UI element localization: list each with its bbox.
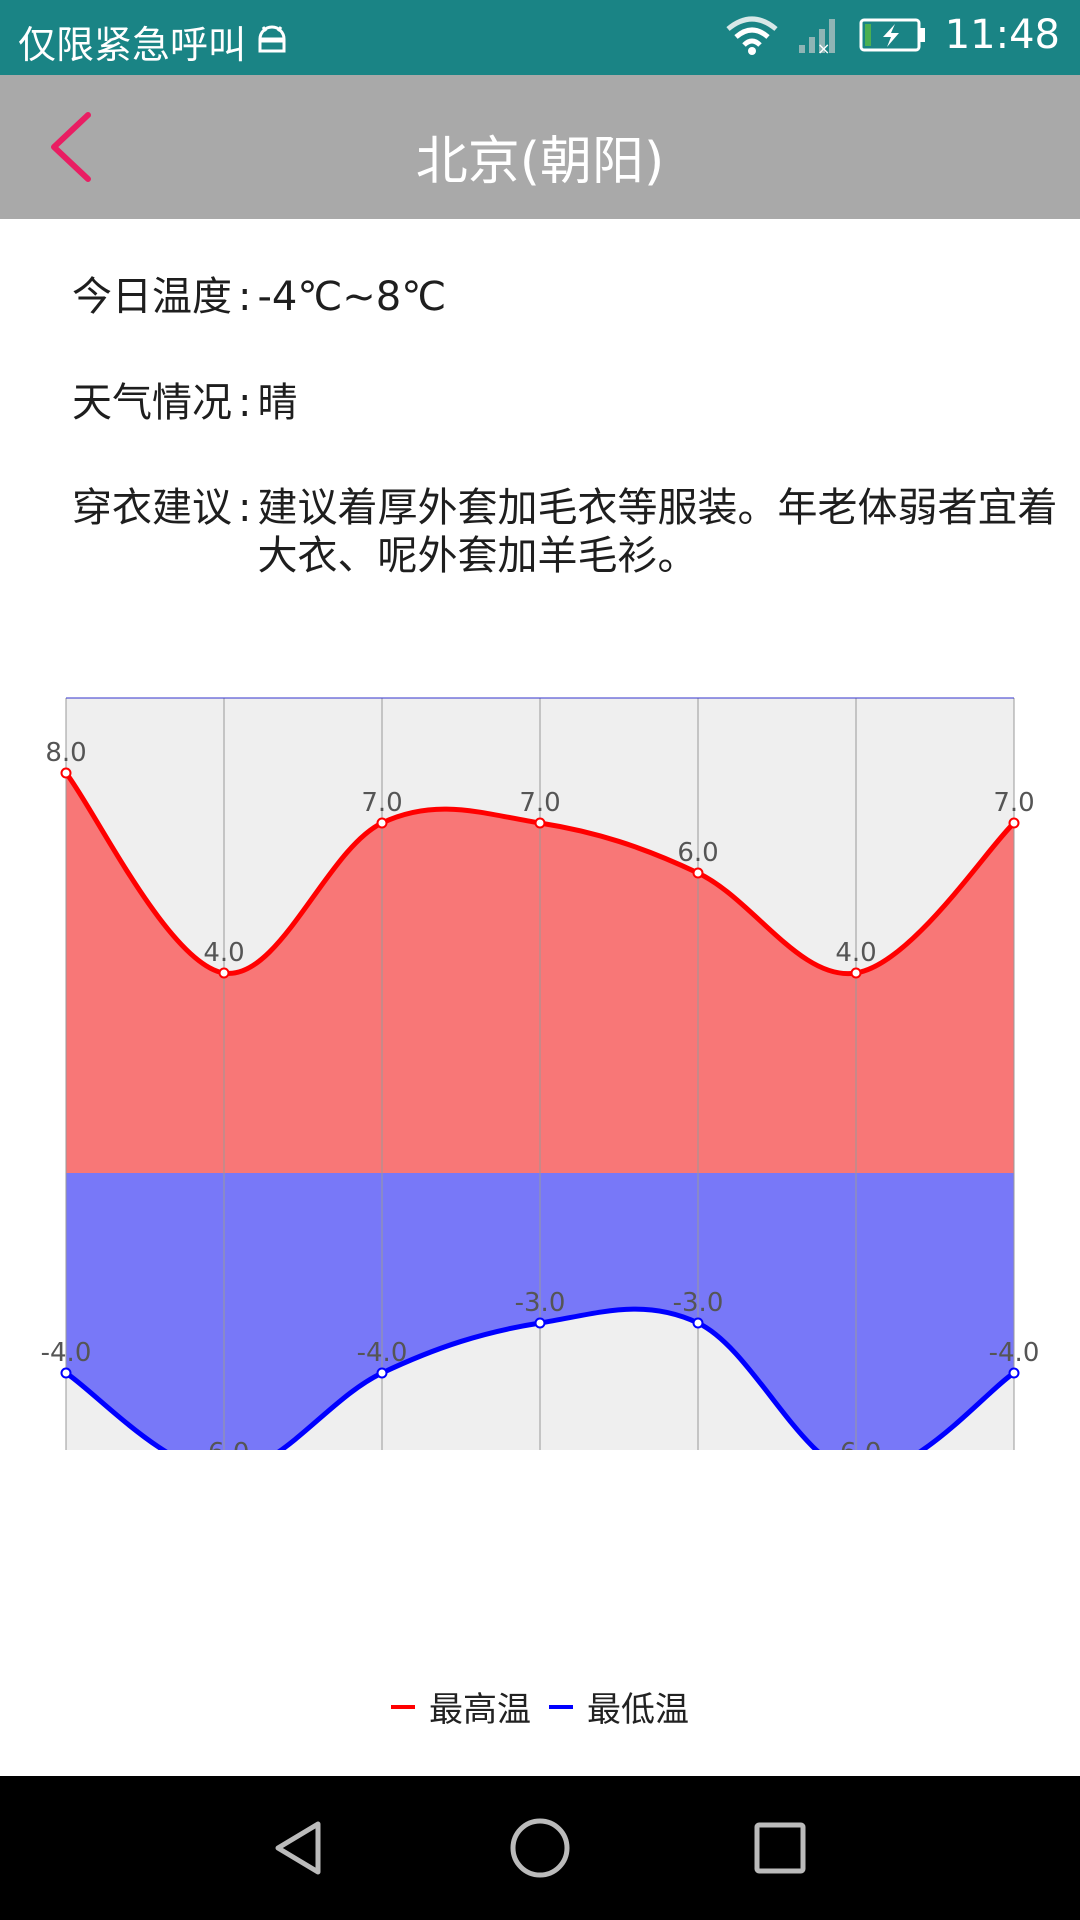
legend-swatch-high bbox=[391, 1704, 415, 1709]
high-temp-point-3 bbox=[534, 817, 546, 829]
weather-label: 天气情况 bbox=[72, 380, 232, 426]
dress-advice-label: 穿衣建议 bbox=[72, 485, 232, 531]
high-temp-point-0 bbox=[60, 767, 72, 779]
low-temp-point-6 bbox=[1008, 1367, 1020, 1379]
nav-home-button[interactable] bbox=[508, 1816, 572, 1880]
high-temp-value-label-4: 6.0 bbox=[677, 838, 718, 868]
low-temp-value-label-5: -6.0 bbox=[831, 1438, 882, 1450]
home-circle-icon bbox=[510, 1818, 570, 1878]
android-icon bbox=[254, 20, 290, 64]
clock-text: 11:48 bbox=[944, 12, 1060, 58]
back-triangle-icon bbox=[275, 1821, 321, 1875]
today-temperature-row: 今日温度 : -4℃~8℃ bbox=[72, 273, 1062, 321]
low-temp-value-label-3: -3.0 bbox=[515, 1288, 566, 1318]
carrier-text: 仅限紧急呼叫 bbox=[18, 23, 247, 67]
legend-item-low: 最低温 bbox=[549, 1682, 689, 1731]
low-temp-value-label-6: -4.0 bbox=[989, 1338, 1040, 1368]
signal-icon: × bbox=[797, 15, 841, 55]
high-temp-point-5 bbox=[850, 967, 862, 979]
svg-text:×: × bbox=[817, 39, 830, 55]
back-button[interactable] bbox=[40, 109, 110, 185]
low-temp-point-4 bbox=[692, 1317, 704, 1329]
app-header: 北京(朝阳) bbox=[0, 75, 1080, 219]
temperature-label: 今日温度 bbox=[72, 274, 232, 320]
low-temp-value-label-4: -3.0 bbox=[673, 1288, 724, 1318]
battery-charging-icon bbox=[859, 17, 927, 53]
low-temp-value-label-2: -4.0 bbox=[357, 1338, 408, 1368]
system-nav-bar bbox=[0, 1776, 1080, 1920]
legend-label-low: 最低温 bbox=[587, 1690, 689, 1730]
status-left: 仅限紧急呼叫 bbox=[18, 14, 290, 69]
low-temp-point-2 bbox=[376, 1367, 388, 1379]
colon: : bbox=[238, 380, 252, 426]
low-temp-point-0 bbox=[60, 1367, 72, 1379]
legend-item-high: 最高温 bbox=[391, 1682, 531, 1731]
nav-recents-button[interactable] bbox=[748, 1816, 812, 1880]
legend-label-high: 最高温 bbox=[429, 1690, 531, 1730]
high-temp-value-label-5: 4.0 bbox=[835, 938, 876, 968]
chevron-left-icon bbox=[51, 112, 91, 182]
weather-row: 天气情况 : 晴 bbox=[72, 379, 1062, 427]
high-temp-value-label-3: 7.0 bbox=[519, 788, 560, 818]
chart-legend: 最高温 最低温 bbox=[0, 1682, 1080, 1731]
high-temp-value-label-1: 4.0 bbox=[203, 938, 244, 968]
chart-svg: 8.0 4.0 7.0 7.0 6.0 4.0 7.0 -4.0 -6.0 -4.0 -3.0 -3.… bbox=[41, 697, 1040, 1450]
wifi-icon bbox=[725, 15, 779, 55]
status-right: × 11:48 bbox=[725, 12, 1060, 58]
page-title: 北京(朝阳) bbox=[415, 132, 665, 192]
temperature-trend-chart: 8.0 4.0 7.0 7.0 6.0 4.0 7.0 -4.0 -6.0 -4.0 -3.0 -3.… bbox=[0, 690, 1080, 1450]
dress-advice-value: 建议着厚外套加毛衣等服装。年老体弱者宜着大衣、呢外套加羊毛衫。 bbox=[257, 485, 1058, 579]
legend-swatch-low bbox=[549, 1704, 573, 1709]
high-temp-point-6 bbox=[1008, 817, 1020, 829]
nav-back-button[interactable] bbox=[268, 1816, 332, 1880]
weather-value: 晴 bbox=[257, 380, 298, 426]
status-bar: 仅限紧急呼叫 × bbox=[0, 0, 1080, 75]
high-temp-point-4 bbox=[692, 867, 704, 879]
recents-square-icon bbox=[754, 1822, 806, 1874]
high-temp-point-1 bbox=[218, 967, 230, 979]
dress-advice-row: 穿衣建议 : 建议着厚外套加毛衣等服装。年老体弱者宜着大衣、呢外套加羊毛衫。 bbox=[72, 484, 1062, 580]
high-temp-value-label-0: 8.0 bbox=[45, 738, 86, 768]
low-temp-value-label-0: -4.0 bbox=[41, 1338, 92, 1368]
low-temp-value-label-1: -6.0 bbox=[199, 1438, 250, 1450]
colon: : bbox=[238, 274, 252, 320]
high-temp-value-label-6: 7.0 bbox=[993, 788, 1034, 818]
colon: : bbox=[238, 485, 252, 531]
high-temp-point-2 bbox=[376, 817, 388, 829]
high-temp-value-label-2: 7.0 bbox=[361, 788, 402, 818]
temperature-value: -4℃~8℃ bbox=[257, 274, 447, 320]
low-temp-point-3 bbox=[534, 1317, 546, 1329]
